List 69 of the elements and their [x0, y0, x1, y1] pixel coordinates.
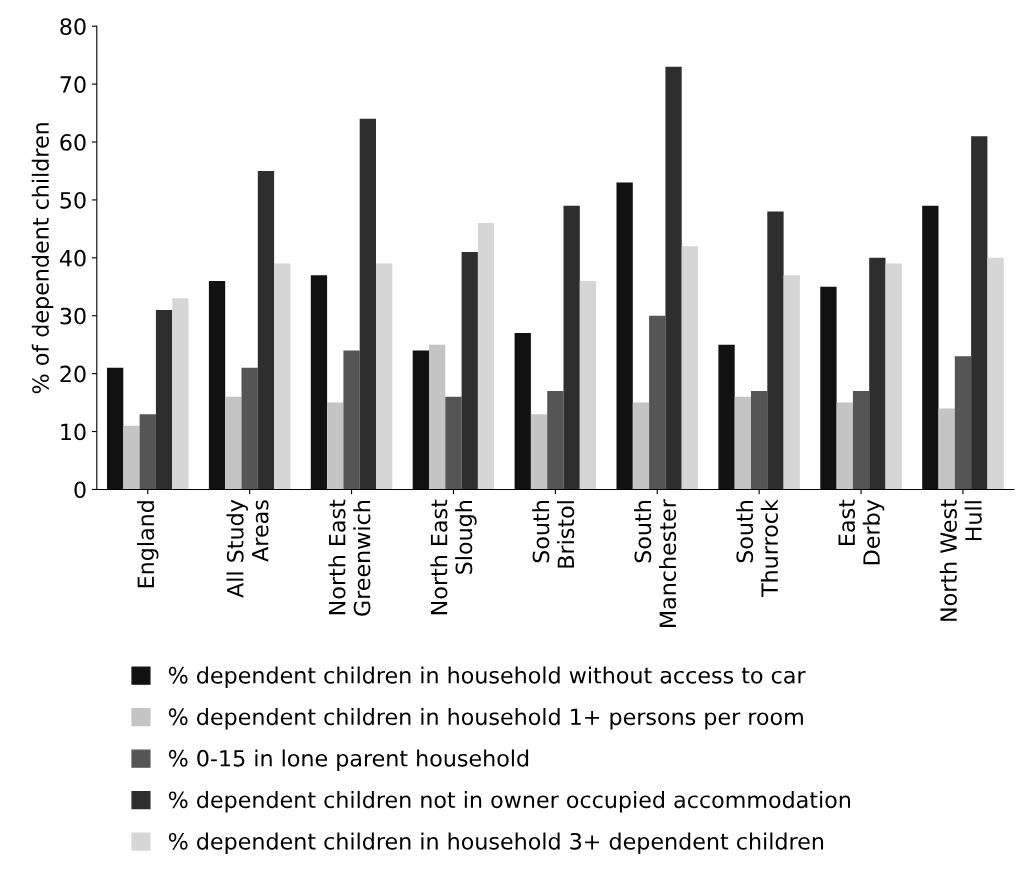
bar	[274, 263, 291, 490]
legend-label: % dependent children in household without access to car	[168, 666, 806, 688]
y-tick-label: 60	[60, 133, 86, 151]
bar	[885, 263, 902, 490]
bar	[225, 396, 242, 490]
bar	[836, 402, 853, 490]
bar	[820, 286, 837, 490]
legend-label: % dependent children not in owner occupied accommodation	[168, 790, 850, 813]
legend-label: % dependent children in household 3+ dependent children	[168, 832, 824, 854]
legend-label: % dependent children in household 1+ persons per room	[168, 707, 803, 730]
bar	[852, 391, 870, 490]
bar	[327, 402, 344, 490]
y-tick-label: 0	[74, 481, 86, 499]
bar	[665, 66, 682, 490]
bar	[343, 350, 360, 490]
bar	[477, 223, 495, 490]
bar	[172, 298, 189, 490]
legend-label: % 0-15 in lone parent household	[168, 749, 529, 771]
x-tick-label: South Thurrock	[735, 499, 779, 598]
bar	[767, 211, 784, 490]
bar	[208, 280, 226, 490]
bar	[632, 402, 650, 490]
bar	[547, 391, 564, 490]
x-tick-label: All Study Areas	[226, 499, 269, 598]
bar	[616, 182, 633, 490]
bar	[359, 118, 377, 490]
bar	[530, 414, 548, 490]
bar	[987, 257, 1004, 490]
x-tick-label: North East Slough	[430, 499, 477, 615]
x-tick-label: North East Greenwich	[328, 499, 371, 616]
bar	[954, 356, 972, 490]
bar	[681, 246, 699, 490]
bar	[257, 170, 275, 490]
bar	[310, 275, 328, 490]
bar	[971, 136, 988, 490]
bar	[107, 367, 124, 490]
x-tick-label: South Manchester	[634, 499, 677, 627]
x-tick-label: England	[137, 501, 159, 588]
bar	[579, 280, 597, 490]
y-tick-label: 70	[60, 76, 86, 93]
bar	[155, 309, 173, 490]
y-axis-title: % of dependent children	[31, 123, 54, 394]
bar	[445, 396, 462, 490]
bar	[922, 205, 939, 490]
bar	[412, 350, 429, 490]
y-tick-label: 50	[60, 191, 86, 209]
y-tick-label: 20	[60, 365, 86, 383]
bar	[139, 414, 156, 490]
y-tick-label: 80	[60, 18, 86, 35]
bar	[649, 315, 666, 490]
bar	[123, 425, 140, 490]
y-tick-label: 30	[60, 307, 86, 325]
bar	[376, 263, 393, 490]
y-tick-label: 10	[61, 423, 86, 441]
bar	[718, 344, 735, 490]
x-tick-label: North West Hull	[939, 499, 982, 621]
bar	[734, 396, 751, 490]
bar	[783, 275, 800, 490]
bar	[563, 205, 580, 490]
bar	[938, 408, 955, 490]
bar	[429, 344, 446, 490]
bar	[514, 333, 531, 490]
bar	[751, 391, 768, 490]
y-tick-label: 40	[59, 249, 86, 267]
x-tick-label: East Derby	[838, 499, 885, 565]
x-tick-label: South Bristol	[532, 501, 575, 568]
bar	[241, 367, 258, 490]
bar	[869, 257, 886, 490]
bar	[461, 252, 478, 490]
